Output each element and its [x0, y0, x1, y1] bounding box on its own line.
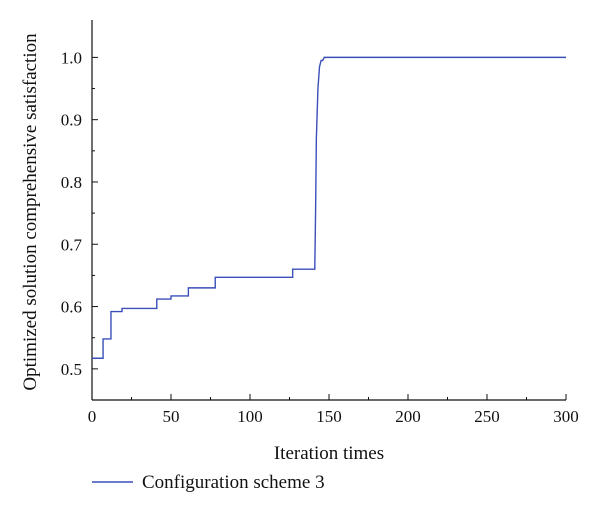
x-tick-label: 0	[88, 407, 97, 426]
y-axis: 0.5 0.6 0.7 0.8 0.9 1.0	[61, 48, 98, 379]
x-tick-label: 250	[474, 407, 500, 426]
x-tick-label: 300	[553, 407, 579, 426]
x-tick-label: 200	[395, 407, 421, 426]
y-tick-label: 0.8	[61, 173, 82, 192]
x-tick-label: 150	[316, 407, 342, 426]
legend: Configuration scheme 3	[92, 472, 325, 493]
legend-label-configuration-scheme-3: Configuration scheme 3	[142, 472, 325, 493]
y-tick-label: 1.0	[61, 48, 82, 67]
y-tick-label: 0.5	[61, 360, 82, 379]
y-tick-label: 0.7	[61, 235, 83, 254]
series-layer	[92, 56, 566, 359]
x-axis-title: Iteration times	[274, 443, 384, 464]
y-axis-title: Optimized solution comprehensive satisfa…	[20, 33, 41, 391]
x-tick-label: 50	[163, 407, 180, 426]
x-tick-label: 100	[237, 407, 263, 426]
y-tick-label: 0.6	[61, 298, 82, 317]
y-tick-label: 0.9	[61, 111, 82, 130]
x-axis: 0 50 100 150 200 250 300	[88, 394, 579, 426]
series-line-configuration-scheme-3	[92, 56, 566, 359]
plot-area	[91, 20, 566, 401]
